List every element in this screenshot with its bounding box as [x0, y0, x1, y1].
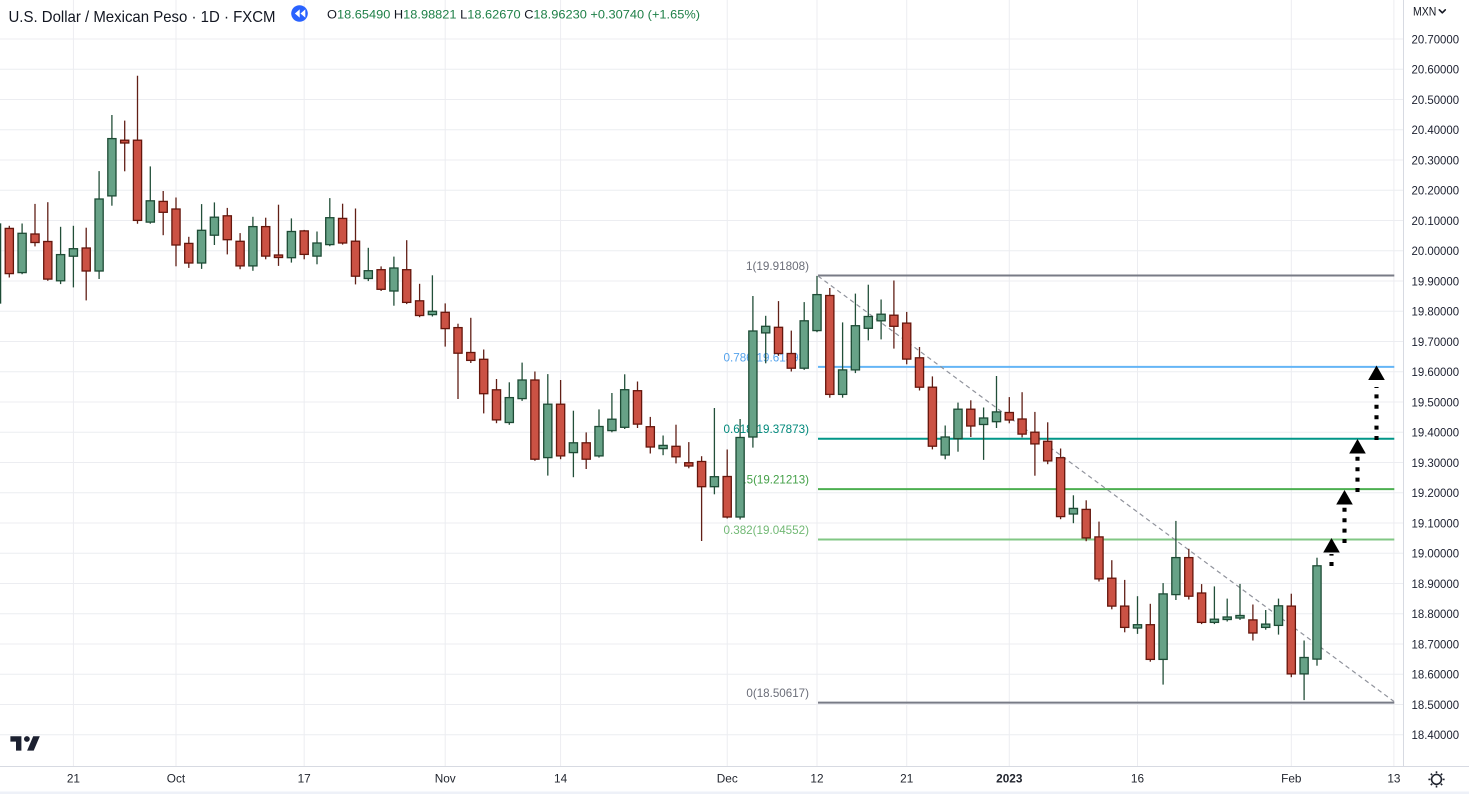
svg-text:20.50000: 20.50000: [1412, 93, 1460, 107]
svg-text:19.90000: 19.90000: [1412, 274, 1460, 288]
svg-text:19.10000: 19.10000: [1412, 516, 1460, 530]
svg-text:18.80000: 18.80000: [1412, 607, 1460, 621]
svg-text:13: 13: [1387, 771, 1401, 785]
svg-text:Oct: Oct: [167, 771, 186, 785]
svg-text:U.S. Dollar / Mexican Peso · 1: U.S. Dollar / Mexican Peso · 1D · FXCM: [9, 9, 276, 26]
svg-text:19.70000: 19.70000: [1412, 335, 1460, 349]
svg-text:18.40000: 18.40000: [1412, 728, 1460, 742]
svg-text:20.30000: 20.30000: [1412, 153, 1460, 167]
svg-text:19.30000: 19.30000: [1412, 456, 1460, 470]
svg-text:14: 14: [554, 771, 568, 785]
svg-text:17: 17: [298, 771, 311, 785]
svg-text:18.90000: 18.90000: [1412, 577, 1460, 591]
svg-text:18.50000: 18.50000: [1412, 698, 1460, 712]
svg-text:1(19.91808): 1(19.91808): [746, 259, 809, 273]
svg-text:0.382(19.04552): 0.382(19.04552): [724, 523, 810, 537]
svg-text:19.50000: 19.50000: [1412, 395, 1460, 409]
svg-text:0.618(19.37873): 0.618(19.37873): [724, 422, 810, 436]
svg-text:MXN: MXN: [1413, 7, 1436, 19]
svg-text:18.60000: 18.60000: [1412, 668, 1460, 682]
svg-text:19.60000: 19.60000: [1412, 365, 1460, 379]
svg-text:18.70000: 18.70000: [1412, 637, 1460, 651]
svg-text:0(18.50617): 0(18.50617): [746, 686, 809, 700]
svg-text:20.70000: 20.70000: [1412, 32, 1460, 46]
svg-text:21: 21: [900, 771, 913, 785]
svg-text:16: 16: [1131, 771, 1145, 785]
svg-text:20.40000: 20.40000: [1412, 123, 1460, 137]
svg-text:12: 12: [810, 771, 823, 785]
svg-text:19.00000: 19.00000: [1412, 547, 1460, 561]
svg-text:19.80000: 19.80000: [1412, 305, 1460, 319]
svg-text:O18.65490 H18.98821 L18.6267: O18.65490 H18.98821 L18.62670 C18.96230 …: [327, 8, 700, 22]
svg-text:0.5(19.21213): 0.5(19.21213): [737, 473, 809, 487]
svg-text:19.40000: 19.40000: [1412, 426, 1460, 440]
svg-text:2023: 2023: [996, 771, 1023, 785]
svg-text:20.00000: 20.00000: [1412, 244, 1460, 258]
svg-text:20.60000: 20.60000: [1412, 63, 1460, 77]
svg-text:20.10000: 20.10000: [1412, 214, 1460, 228]
svg-text:Nov: Nov: [435, 771, 456, 785]
svg-text:Feb: Feb: [1281, 771, 1302, 785]
svg-text:21: 21: [67, 771, 80, 785]
svg-text:Dec: Dec: [717, 771, 738, 785]
svg-text:20.20000: 20.20000: [1412, 184, 1460, 198]
svg-text:19.20000: 19.20000: [1412, 486, 1460, 500]
